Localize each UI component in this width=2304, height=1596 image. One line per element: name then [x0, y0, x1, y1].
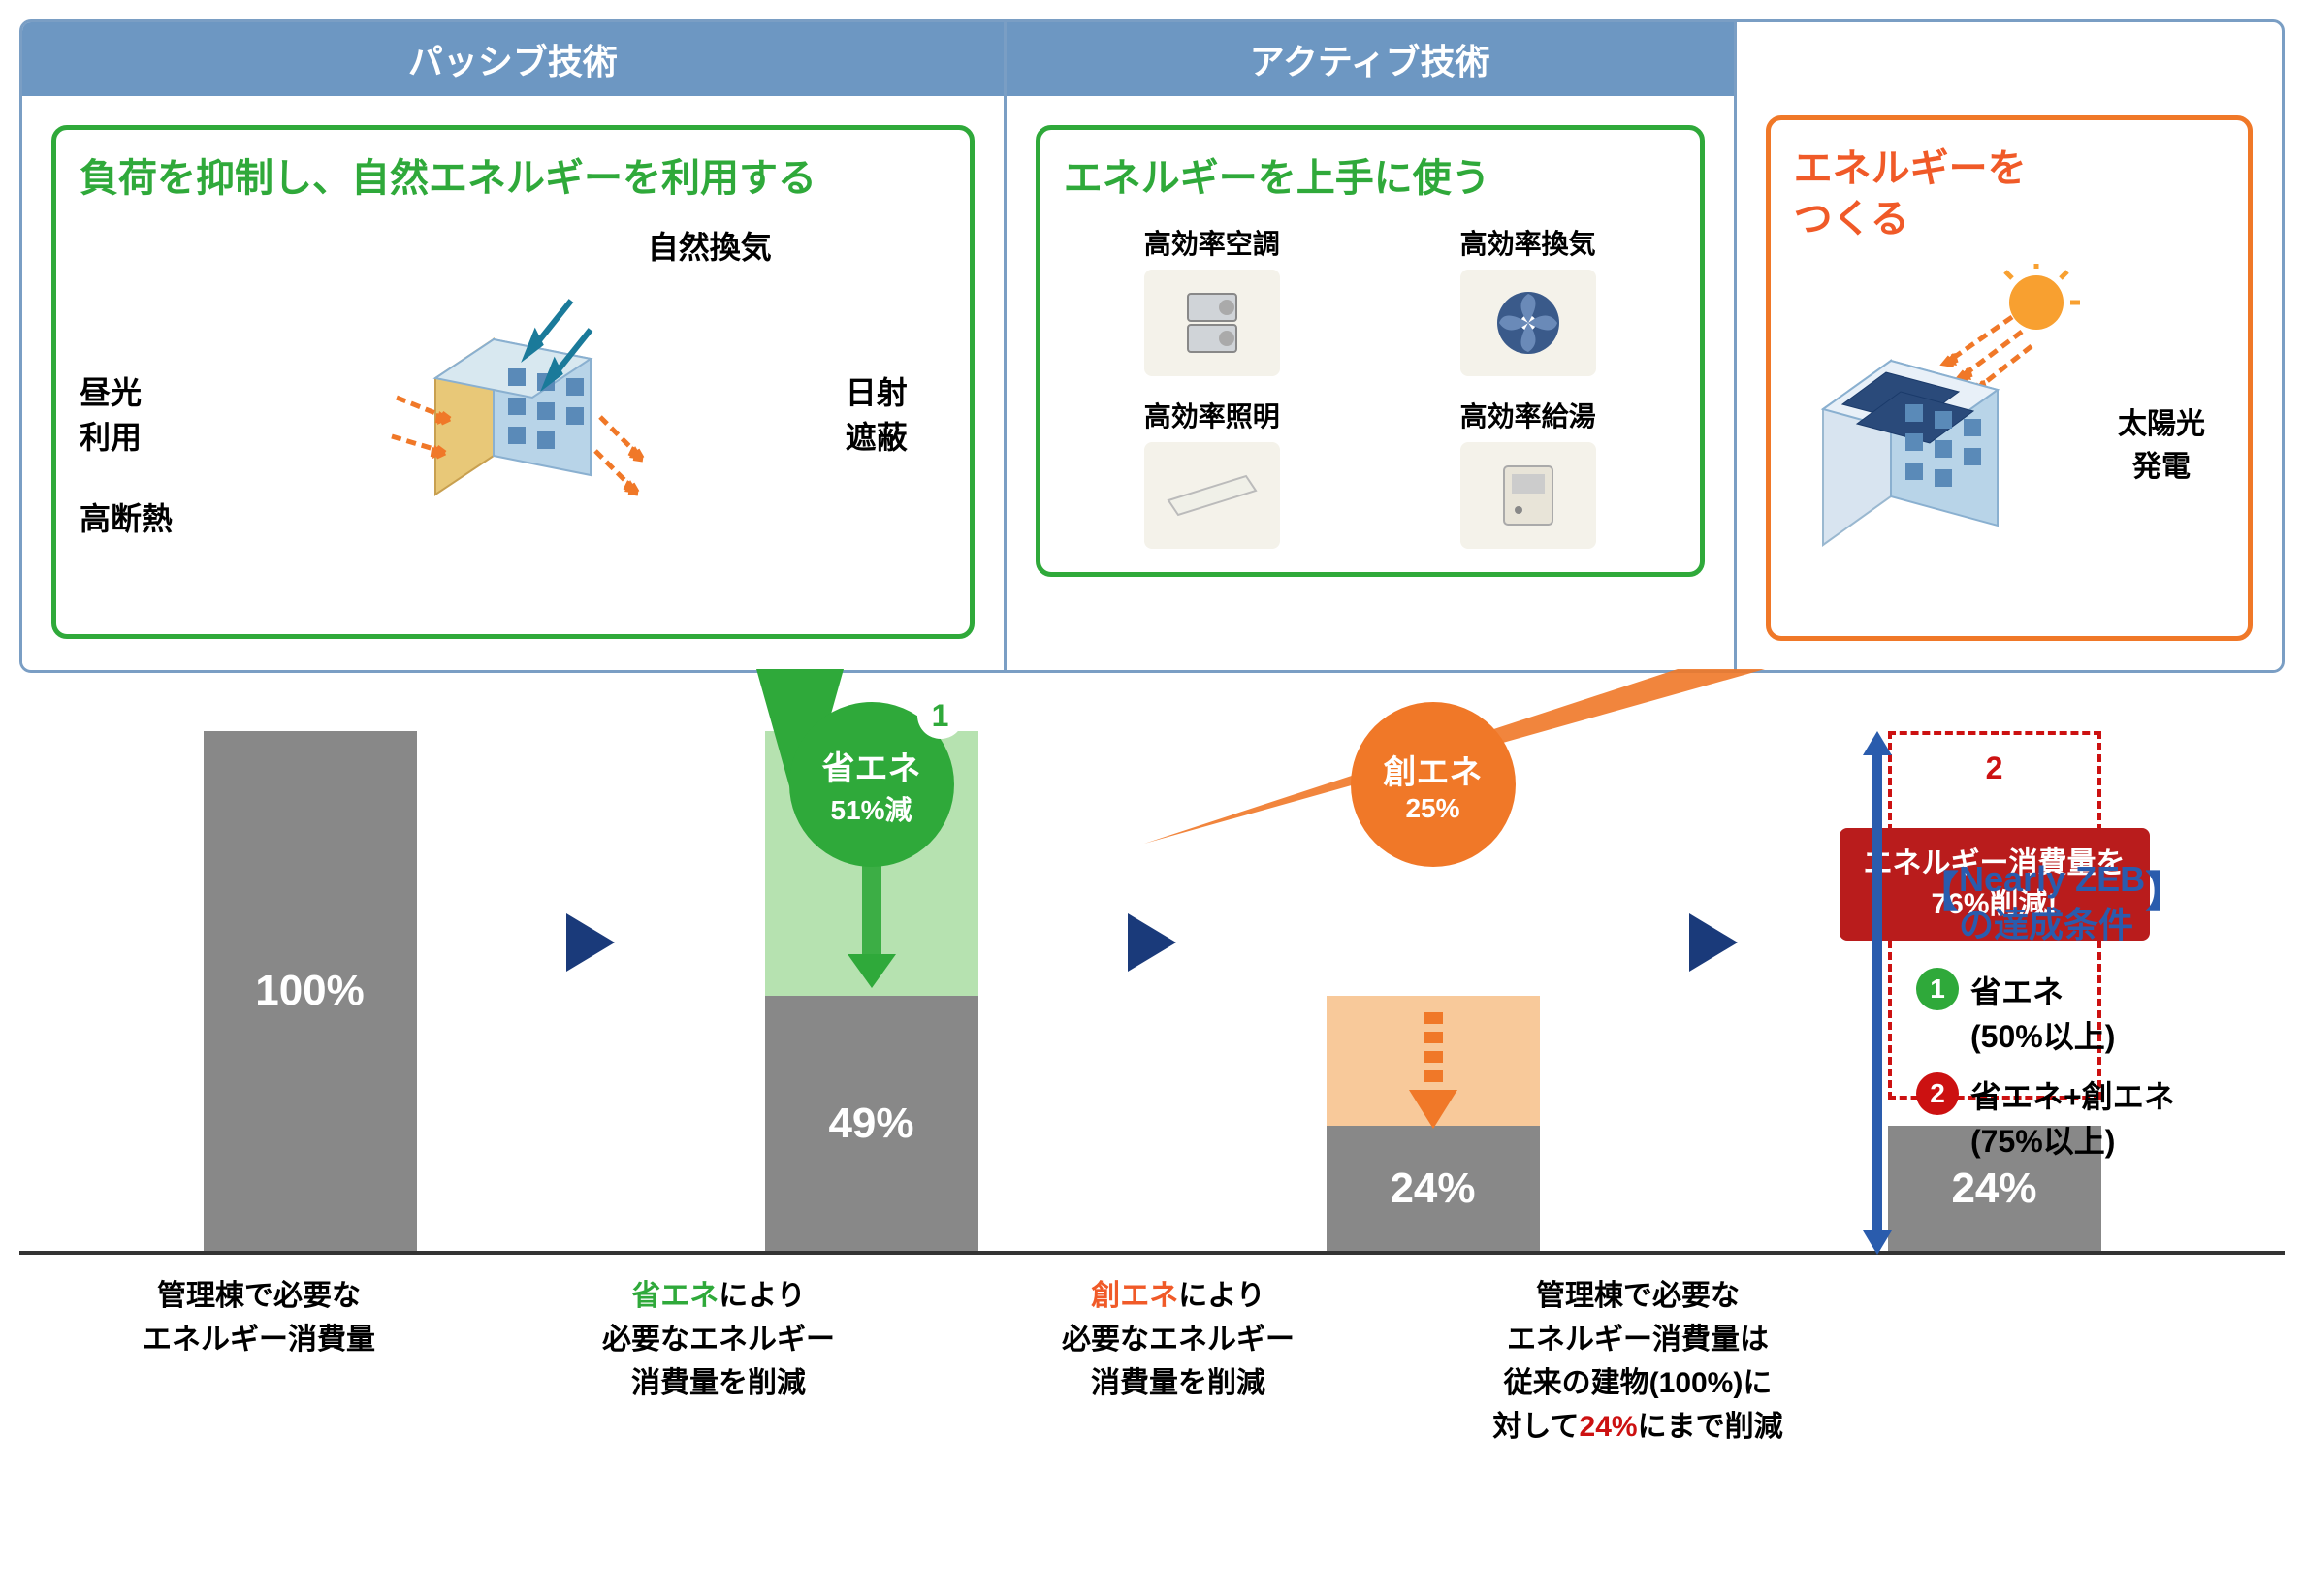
badge-num-1: 1 — [917, 692, 964, 739]
legend-item-2: 2 省エネ+創エネ (75%以上) — [1916, 1072, 2285, 1162]
zeb-infographic: パッシブ技術 負荷を抑制し、自然エネルギーを利用する — [19, 19, 2285, 1429]
water-heater-icon — [1460, 442, 1596, 549]
range-arrow-icon — [1858, 731, 1897, 1255]
down-arrow-orange-icon — [1404, 1012, 1462, 1138]
bar-after-create: 創エネ 25% 24% — [1181, 731, 1684, 1251]
caption-1: 管理棟で必要な エネルギー消費量 — [58, 1274, 460, 1449]
shading-label: 日射 遮蔽 — [846, 368, 908, 458]
active-panel: アクティブ技術 エネルギーを上手に使う 高効率空調 — [1007, 22, 2282, 670]
caption-3: 創エネにより 必要なエネルギー 消費量を削減 — [977, 1274, 1379, 1449]
bar-baseline: 100% — [58, 731, 561, 1251]
active-create-title: エネルギーを つくる — [1794, 144, 2224, 244]
ventilation-label: 自然換気 — [648, 223, 772, 268]
active-create-box: エネルギーを つくる — [1766, 115, 2253, 641]
create-badge: 創エネ 25% — [1351, 702, 1516, 867]
equip-hvac: 高効率空調 — [1064, 223, 1360, 376]
solar-building-icon — [1794, 264, 2085, 574]
active-use-box: エネルギーを上手に使う 高効率空調 高効率換気 — [1036, 125, 1705, 577]
equip-lighting: 高効率照明 — [1064, 396, 1360, 549]
passive-building-icon — [377, 281, 649, 553]
legend: 【 Nearly ZEB の達成条件 】 1 省エネ (50%以上) 2 省エネ… — [1916, 857, 2285, 1177]
passive-box: 負荷を抑制し、自然エネルギーを利用する — [51, 125, 975, 639]
passive-title: 負荷を抑制し、自然エネルギーを利用する — [80, 153, 946, 204]
insulation-label: 高断熱 — [80, 495, 173, 539]
active-use-title: エネルギーを上手に使う — [1064, 153, 1677, 204]
fan-icon — [1460, 270, 1596, 376]
legend-title: Nearly ZEB の達成条件 — [1959, 857, 2145, 948]
caption-2: 省エネにより 必要なエネルギー 消費量を削減 — [518, 1274, 919, 1449]
badge-num-2: 2 — [1971, 745, 2018, 791]
chart-captions: 管理棟で必要な エネルギー消費量 省エネにより 必要なエネルギー 消費量を削減 … — [19, 1274, 2285, 1449]
energy-chart: 100% 省エネ 51%減 1 49% — [19, 731, 2285, 1429]
equip-water: 高効率給湯 — [1380, 396, 1677, 549]
arrow-icon — [1684, 913, 1743, 972]
solar-label: 太陽光 発電 — [2118, 399, 2205, 485]
arrow-icon — [561, 913, 620, 972]
equip-ventilation: 高効率換気 — [1380, 223, 1677, 376]
legend-item-1: 1 省エネ (50%以上) — [1916, 968, 2285, 1057]
technology-panels: パッシブ技術 負荷を抑制し、自然エネルギーを利用する — [19, 19, 2285, 673]
arrow-icon — [1123, 913, 1181, 972]
down-arrow-green-icon — [843, 857, 901, 993]
caption-4: 管理棟で必要な エネルギー消費量は 従来の建物(100%)に 対して24%にまで… — [1437, 1274, 1839, 1449]
passive-header: パッシブ技術 — [22, 22, 1004, 96]
hvac-icon — [1144, 270, 1280, 376]
bar-after-save: 省エネ 51%減 1 49% — [620, 731, 1123, 1251]
passive-panel: パッシブ技術 負荷を抑制し、自然エネルギーを利用する — [22, 22, 1007, 670]
active-header: アクティブ技術 — [1007, 22, 1734, 96]
save-badge: 省エネ 51%減 1 — [789, 702, 954, 867]
lighting-icon — [1144, 442, 1280, 549]
daylight-label: 昼光 利用 — [80, 368, 142, 458]
